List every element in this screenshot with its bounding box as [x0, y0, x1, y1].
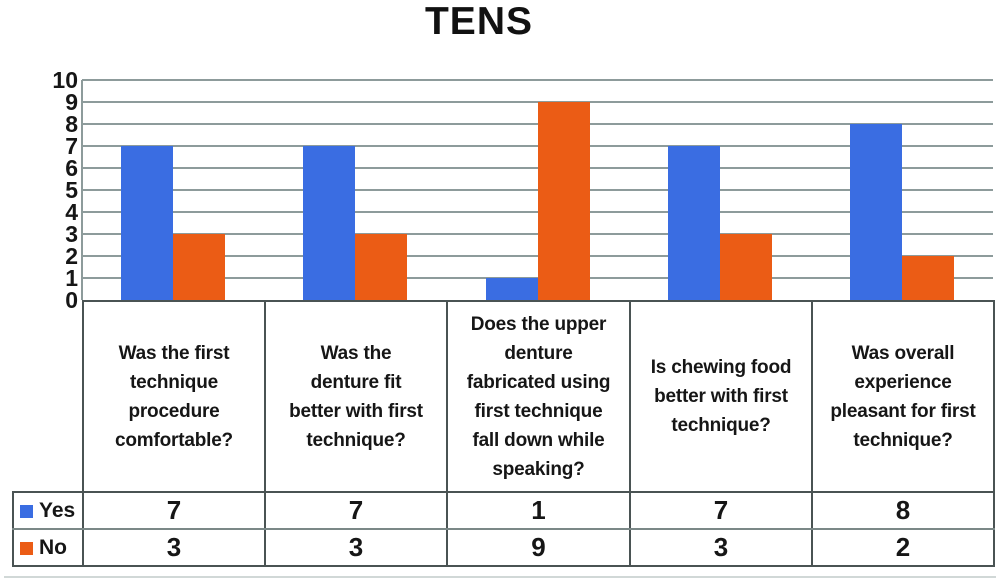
bar-no-2: [537, 102, 590, 300]
bar-yes-4: [849, 124, 902, 300]
data-table: Was the first technique procedure comfor…: [12, 300, 995, 567]
value-no-2: 9: [446, 528, 631, 567]
y-axis-label-9: 9: [65, 89, 78, 115]
y-axis-label-2: 2: [65, 243, 78, 269]
value-yes-1: 7: [264, 491, 448, 530]
y-axis-label-5: 5: [65, 177, 78, 203]
bar-yes-3: [667, 146, 720, 300]
figure-bottom-rule: [4, 576, 996, 578]
y-axis-label-8: 8: [65, 111, 78, 137]
value-yes-3: 7: [629, 491, 813, 530]
bar-yes-1: [303, 146, 356, 300]
bar-no-3: [719, 234, 772, 300]
y-axis-line: [81, 80, 83, 300]
y-axis-label-1: 1: [65, 265, 78, 291]
legend-cell-yes: Yes: [12, 491, 84, 530]
corner-cell: [13, 301, 84, 493]
y-axis-label-10: 10: [52, 67, 78, 93]
gridline: [82, 79, 993, 81]
y-axis-label-6: 6: [65, 155, 78, 181]
legend-swatch-no: [20, 541, 33, 555]
bar-no-1: [355, 234, 408, 300]
y-axis-label-7: 7: [65, 133, 78, 159]
legend-swatch-yes: [20, 504, 33, 518]
y-axis-label-4: 4: [65, 199, 78, 225]
legend-label-no: No: [39, 535, 67, 559]
bar-yes-0: [121, 146, 174, 300]
bar-no-4: [901, 256, 954, 300]
y-axis-label-3: 3: [65, 221, 78, 247]
value-yes-2: 1: [446, 491, 631, 530]
bar-no-0: [173, 234, 226, 300]
table-row-yes: Yes 7 7 1 7 8: [12, 491, 995, 530]
value-no-4: 2: [811, 528, 995, 567]
value-yes-4: 8: [811, 491, 995, 530]
value-no-3: 3: [629, 528, 813, 567]
value-no-0: 3: [82, 528, 266, 567]
category-cell-1: Was the denture fit better with first te…: [264, 300, 448, 493]
value-yes-0: 7: [82, 491, 266, 530]
category-cell-0: Was the first technique procedure comfor…: [82, 300, 266, 493]
legend-label-yes: Yes: [39, 498, 76, 522]
category-cell-4: Was overall experience pleasant for firs…: [811, 300, 995, 493]
table-row-no: No 3 3 9 3 2: [12, 528, 995, 567]
bar-yes-2: [485, 278, 538, 300]
chart-title: TENS: [424, 0, 533, 43]
category-cell-3: Is chewing food better with first techni…: [629, 300, 813, 493]
category-row: Was the first technique procedure comfor…: [13, 300, 995, 493]
legend-cell-no: No: [12, 528, 84, 567]
category-cell-2: Does the upper denture fabricated using …: [446, 300, 631, 493]
value-no-1: 3: [264, 528, 448, 567]
